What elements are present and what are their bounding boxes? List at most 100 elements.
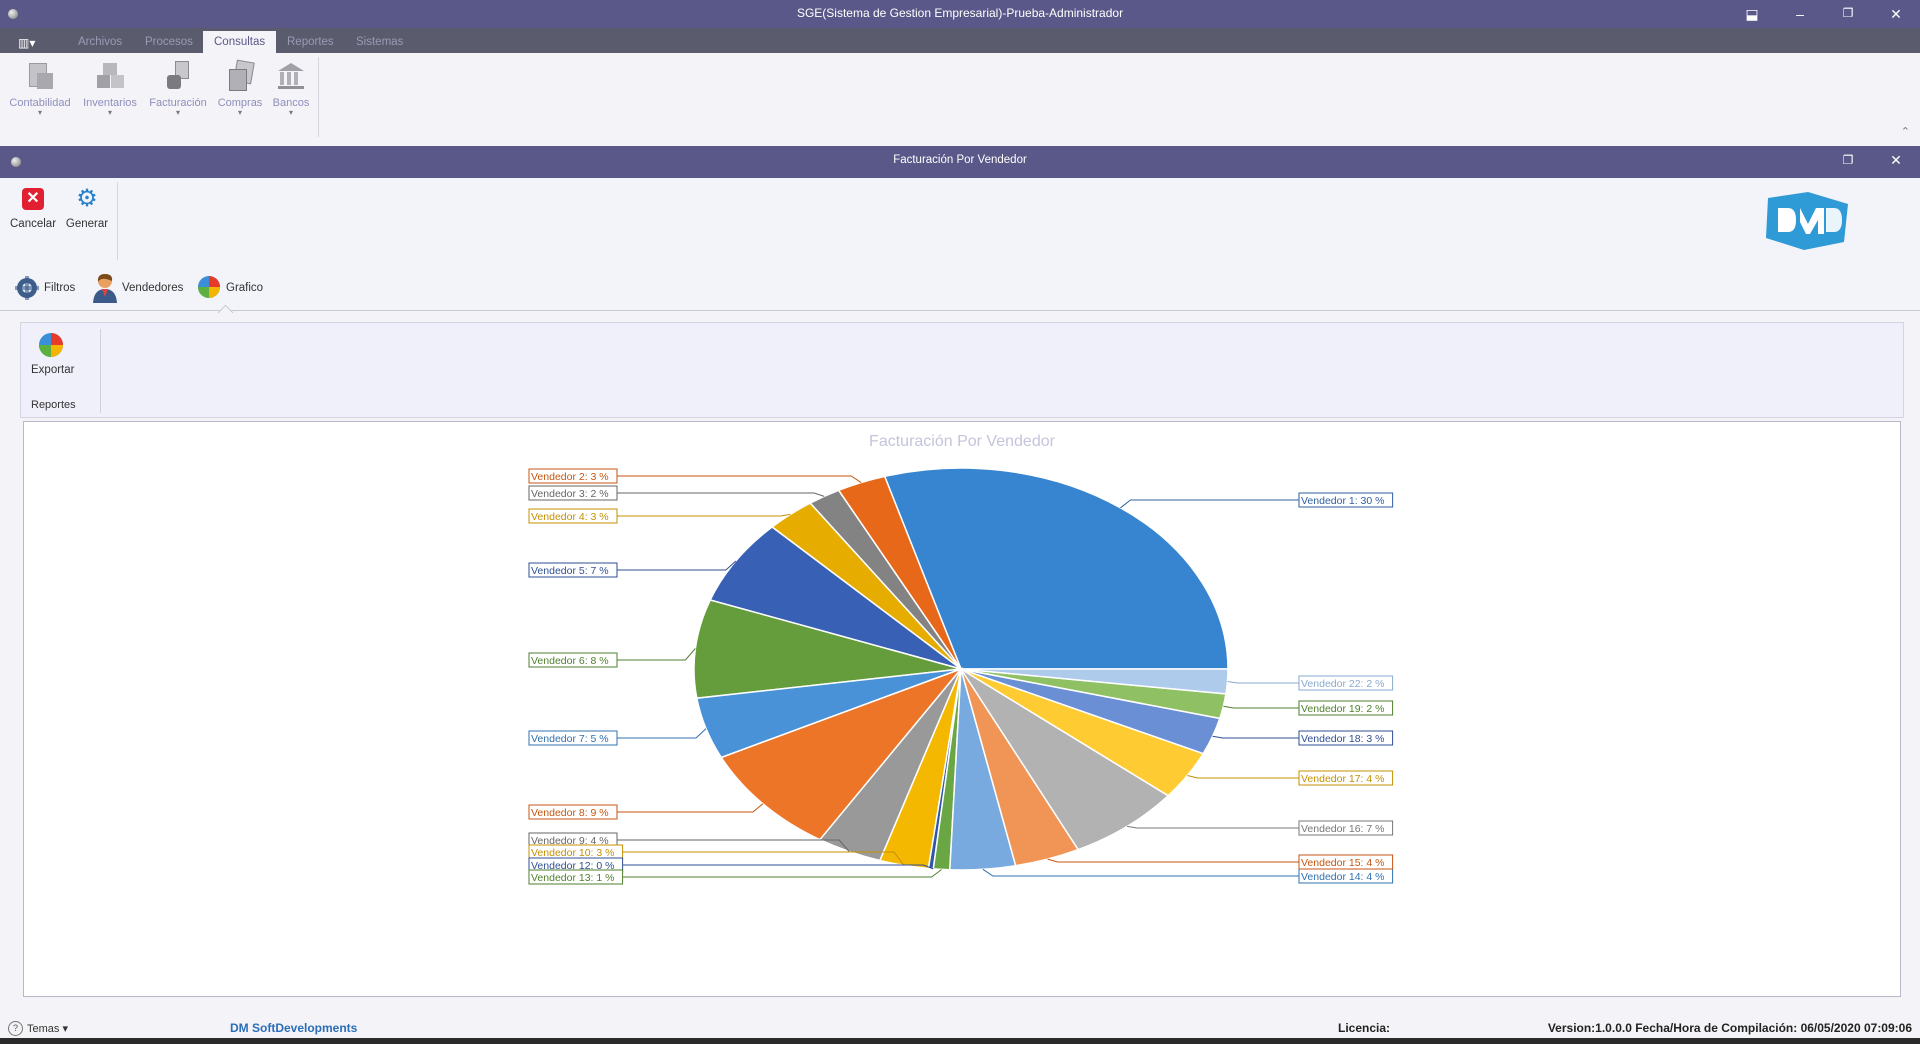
reports-group-label: Reportes (31, 399, 76, 411)
pie-leader-line (1227, 681, 1299, 684)
pie-chart[interactable]: Facturación Por Vendedor Vendedor 1: 30 … (24, 422, 1900, 996)
toolbar: ✕ Cancelar ⚙ Generar (0, 178, 1920, 264)
pie-label: Vendedor 1: 30 % (1301, 495, 1384, 507)
bank-icon (276, 61, 306, 91)
pie-label: Vendedor 19: 2 % (1301, 703, 1384, 715)
tab-vendedores[interactable]: Vendedores (92, 274, 184, 303)
panel-divider (100, 329, 101, 413)
pie-leader-line (617, 560, 737, 571)
pie-label-box (528, 869, 624, 885)
tab-grafico-label: Grafico (226, 282, 264, 294)
themes-label: Temas (27, 1023, 60, 1035)
child-close-icon[interactable]: ✕ (1890, 152, 1902, 168)
pie-label-box (1298, 770, 1394, 786)
export-button[interactable]: Exportar (31, 331, 74, 376)
ribbon-facturacion-button[interactable]: Facturación ▾ (148, 61, 208, 117)
maximize-icon[interactable]: ❐ (1842, 6, 1854, 20)
pie-label: Vendedor 13: 1 % (531, 872, 614, 884)
pie-slice-vendedor-8[interactable] (720, 667, 964, 841)
menu-tab-procesos[interactable]: Procesos (145, 36, 193, 48)
chevron-down-icon: ▾ (237, 108, 242, 117)
tab-vendedores-label: Vendedores (122, 282, 184, 294)
active-tab-indicator (217, 304, 234, 321)
pie-leader-line (617, 728, 707, 739)
child-window-title: Facturación Por Vendedor (893, 154, 1027, 166)
menu-tab-reportes[interactable]: Reportes (287, 36, 334, 48)
ribbon-compras-label: Compras (217, 97, 263, 109)
pie-label-box (528, 730, 618, 746)
chevron-down-icon: ▾ (175, 108, 180, 117)
pie-leader-line (1223, 705, 1299, 709)
close-icon[interactable]: ✕ (1890, 6, 1902, 22)
chart-container: Facturación Por Vendedor Vendedor 1: 30 … (23, 421, 1901, 997)
restore-icon[interactable]: ❐ (1842, 153, 1854, 167)
app-menu-icon[interactable]: ▥▾ (18, 36, 36, 50)
pie-label: Vendedor 22: 2 % (1301, 678, 1384, 690)
pie-slice-vendedor-6[interactable] (693, 599, 962, 700)
purchase-icon (225, 59, 255, 91)
pie-label: Vendedor 2: 3 % (531, 471, 609, 483)
pie-label-box (1298, 492, 1394, 508)
help-icon[interactable]: ? (8, 1021, 23, 1036)
ribbon-facturacion-label: Facturación (149, 97, 207, 109)
ribbon-inventarios-button[interactable]: Inventarios ▾ (80, 61, 140, 117)
tab-grafico[interactable]: Grafico (196, 274, 264, 321)
menu-bar: ▥▾ Archivos Procesos Consultas Reportes … (0, 28, 1920, 53)
pie-leader-line (1047, 858, 1299, 863)
collapse-ribbon-icon[interactable]: ⌃ (1900, 126, 1910, 138)
pie-slice-vendedor-22[interactable] (960, 668, 1229, 695)
pie-leader-line (982, 868, 1299, 877)
restore-down-icon[interactable]: ⬓ (1745, 6, 1759, 22)
filter-gear-icon (15, 276, 39, 300)
pie-label-box (1298, 700, 1394, 716)
themes-menu[interactable]: Temas ▾ (27, 1023, 68, 1035)
chart-title: Facturación Por Vendedor (869, 433, 1056, 450)
app-title-bar: SGE(Sistema de Gestion Empresarial)-Prue… (0, 0, 1920, 28)
pie-slice-vendedor-5[interactable] (709, 526, 962, 670)
user-icon (93, 274, 117, 303)
pie-label: Vendedor 16: 7 % (1301, 823, 1384, 835)
cancel-icon: ✕ (22, 188, 44, 210)
pie-leader-line (622, 869, 942, 878)
pie-chart-icon (39, 333, 63, 357)
pie-label: Vendedor 6: 8 % (531, 655, 609, 667)
tab-filtros[interactable]: Filtros (14, 274, 80, 300)
pie-label: Vendedor 4: 3 % (531, 511, 609, 523)
menu-tab-consultas[interactable]: Consultas (203, 31, 277, 53)
pie-leader-line (622, 851, 905, 866)
chevron-down-icon: ▾ (37, 108, 42, 117)
ribbon-bancos-button[interactable]: Bancos ▾ (270, 61, 312, 117)
pie-label: Vendedor 10: 3 % (531, 847, 614, 859)
pie-label: Vendedor 8: 9 % (531, 807, 609, 819)
child-window-icon[interactable] (11, 157, 21, 167)
child-window-title-bar: Facturación Por Vendedor ❐ ✕ (0, 146, 1920, 178)
pie-label: Vendedor 15: 4 % (1301, 857, 1384, 869)
pie-label: Vendedor 7: 5 % (531, 733, 609, 745)
tab-filtros-label: Filtros (44, 282, 76, 294)
pie-label: Vendedor 12: 0 % (531, 860, 614, 872)
pie-slice-vendedor-16[interactable] (960, 668, 1170, 851)
cancel-label: Cancelar (10, 218, 57, 230)
pie-leader-line (617, 492, 825, 497)
version-info: Version:1.0.0.0 Fecha/Hora de Compilació… (1547, 1021, 1912, 1035)
minimize-icon[interactable]: – (1796, 6, 1804, 22)
pie-label-box (1298, 730, 1394, 746)
pie-slice-vendedor-1[interactable] (883, 467, 1229, 670)
menu-tab-archivos[interactable]: Archivos (78, 36, 123, 48)
cancel-button[interactable]: ✕ Cancelar (10, 188, 56, 230)
pie-leader-line (617, 513, 791, 517)
pie-label-box (1298, 675, 1394, 691)
pie-slices (693, 467, 1229, 871)
pie-leader-line (617, 648, 696, 661)
pie-label: Vendedor 9: 4 % (531, 835, 609, 847)
ribbon-compras-button[interactable]: Compras ▾ (214, 59, 266, 117)
pie-label: Vendedor 5: 7 % (531, 565, 609, 577)
chevron-down-icon: ▾ (107, 108, 112, 117)
menu-tab-sistemas[interactable]: Sistemas (356, 36, 404, 48)
chevron-down-icon: ▾ (288, 108, 293, 117)
generate-button[interactable]: ⚙ Generar (64, 187, 110, 231)
ribbon-bancos-label: Bancos (272, 97, 310, 109)
app-icon[interactable] (8, 9, 18, 19)
pie-leader-line (617, 803, 764, 813)
ribbon-contabilidad-button[interactable]: Contabilidad ▾ (8, 61, 72, 117)
